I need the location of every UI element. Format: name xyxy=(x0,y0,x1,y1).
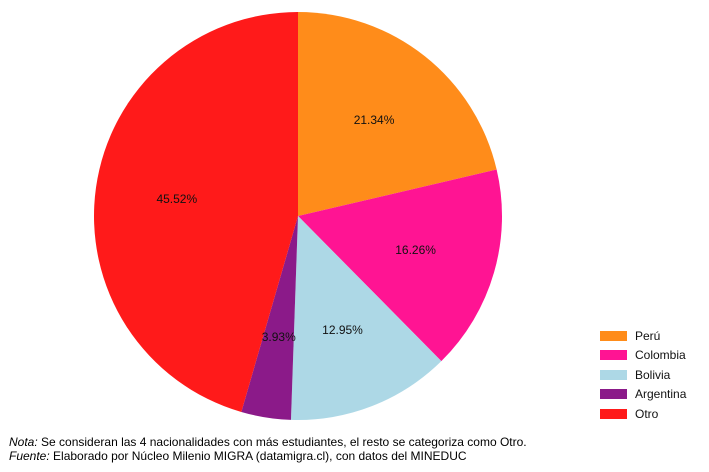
legend-swatch-bolivia xyxy=(600,369,627,380)
nota-line: Nota: Se consideran las 4 nacionalidades… xyxy=(9,435,527,449)
legend-swatch-colombia xyxy=(600,350,627,361)
pie-slice-colombia xyxy=(298,169,502,362)
nota-label: Nota: xyxy=(9,435,38,449)
legend-label-otro: Otro xyxy=(635,406,659,421)
pie-label-otro: 45.52% xyxy=(156,192,197,206)
pie-chart: 21.34% 16.26% 12.95% 3.93% 45.52% xyxy=(94,12,502,421)
pie-slice-otro xyxy=(94,12,298,412)
legend-item-bolivia: Bolivia xyxy=(600,365,686,385)
pie-slice-argentina xyxy=(241,216,298,420)
legend-label-colombia: Colombia xyxy=(635,348,686,363)
pie-value-labels: 21.34% 16.26% 12.95% 3.93% 45.52% xyxy=(156,113,436,344)
pie-label-colombia: 16.26% xyxy=(395,243,436,257)
pie-slice-peru xyxy=(298,12,497,216)
legend-swatch-otro xyxy=(600,408,627,419)
legend-item-otro: Otro xyxy=(600,404,686,424)
pie-slice-bolivia xyxy=(290,216,442,421)
legend-label-bolivia: Bolivia xyxy=(635,367,671,382)
pie-label-peru: 21.34% xyxy=(354,113,395,127)
legend-swatch-peru xyxy=(600,330,627,341)
nota-text: Se consideran las 4 nacionalidades con m… xyxy=(37,435,527,449)
pie-label-bolivia: 12.95% xyxy=(322,323,363,337)
legend-item-argentina: Argentina xyxy=(600,385,686,405)
legend-label-peru: Perú xyxy=(635,328,661,343)
legend-swatch-argentina xyxy=(600,389,627,400)
legend: Perú Colombia Bolivia Argentina Otro xyxy=(600,326,686,424)
pie-label-argentina: 3.93% xyxy=(262,330,296,344)
chart-notes: Nota: Se consideran las 4 nacionalidades… xyxy=(9,435,527,463)
fuente-text: Elaborado por Núcleo Milenio MIGRA (data… xyxy=(49,449,467,463)
legend-item-colombia: Colombia xyxy=(600,346,686,366)
legend-label-argentina: Argentina xyxy=(635,387,687,402)
legend-item-peru: Perú xyxy=(600,326,686,346)
pie-slices xyxy=(94,12,502,421)
fuente-line: Fuente: Elaborado por Núcleo Milenio MIG… xyxy=(9,449,527,463)
fuente-label: Fuente: xyxy=(9,449,50,463)
